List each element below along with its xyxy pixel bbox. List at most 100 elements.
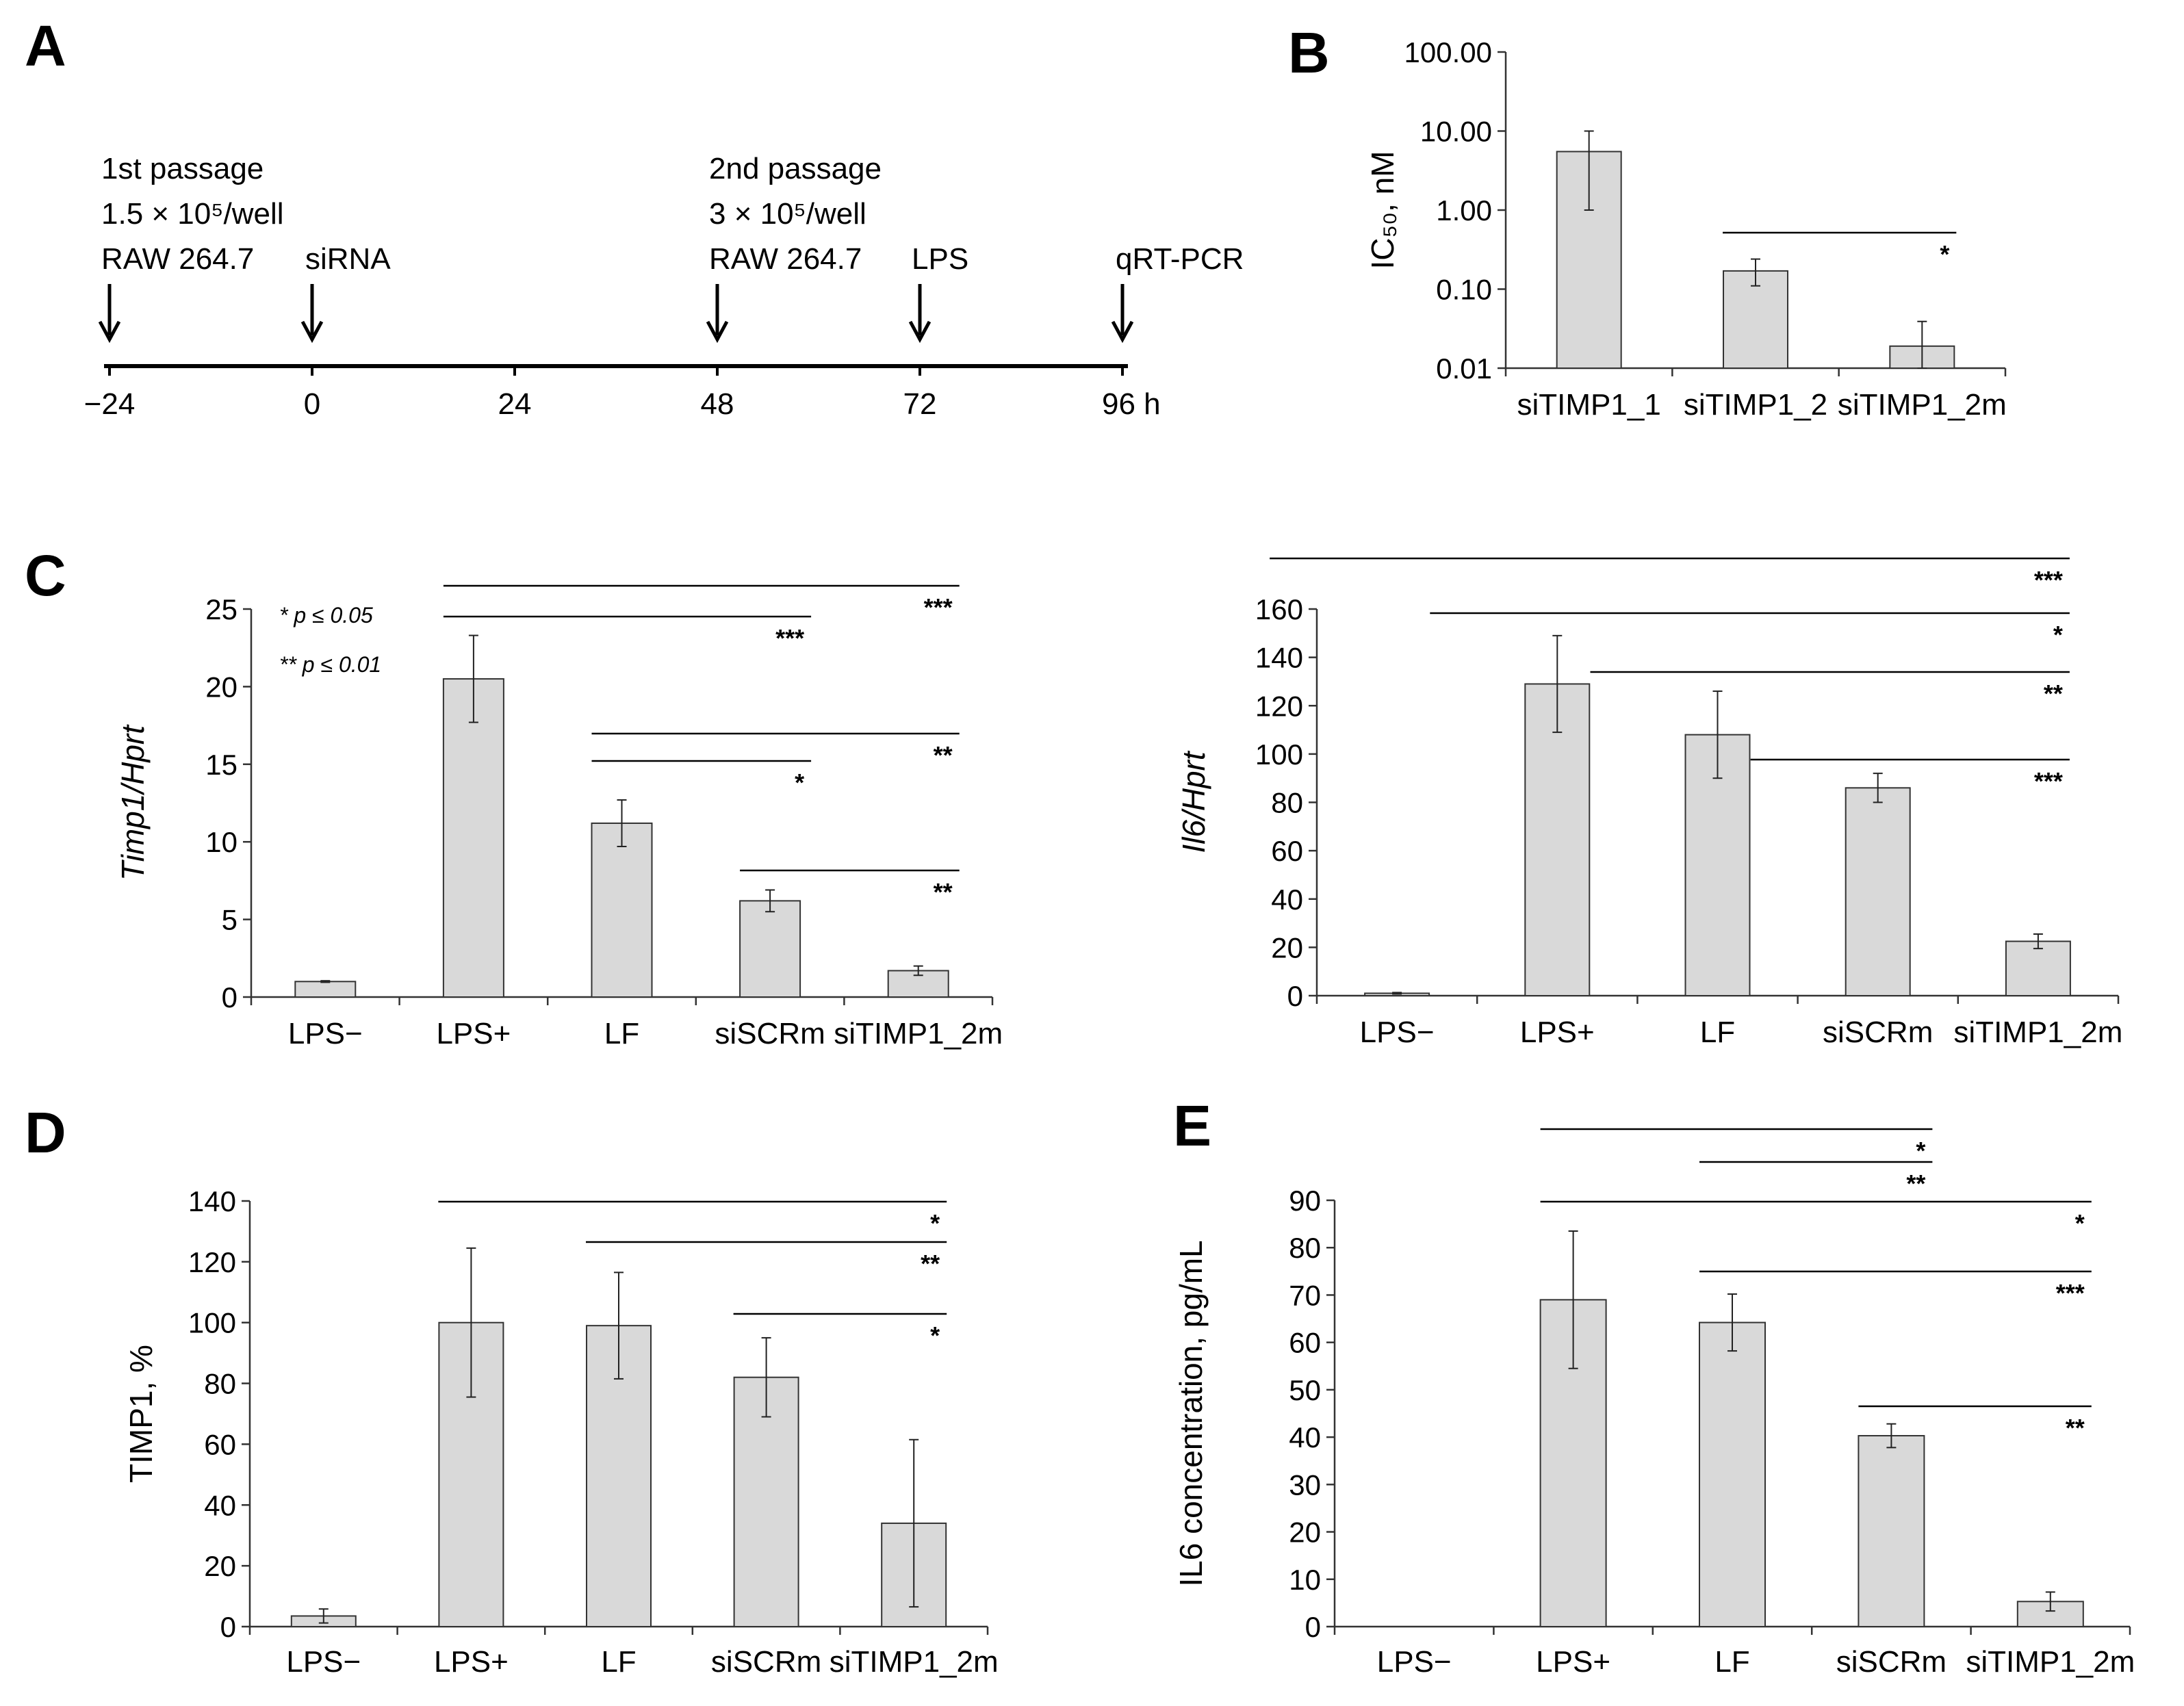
category-label: LPS− bbox=[1360, 1016, 1435, 1049]
category-label: siTIMP1_1 bbox=[1517, 388, 1661, 422]
timeline-tick-label: 72 bbox=[903, 387, 937, 421]
panel-label-c: C bbox=[25, 543, 66, 608]
y-tick-label: 60 bbox=[1271, 835, 1303, 867]
significance-stars: * bbox=[930, 1209, 940, 1237]
category-label: LPS+ bbox=[434, 1645, 509, 1679]
category-label: LPS− bbox=[288, 1017, 363, 1050]
bar bbox=[733, 1376, 799, 1627]
category-label: LPS+ bbox=[1520, 1016, 1595, 1049]
y-tick-label: 100 bbox=[188, 1307, 236, 1339]
y-tick-label: 80 bbox=[204, 1368, 236, 1400]
y-tick-label: 40 bbox=[1289, 1421, 1321, 1453]
significance-stars: *** bbox=[924, 593, 953, 621]
timeline-tick-label: −24 bbox=[84, 387, 136, 421]
chart-panel-c-left: 0 5 10 15 20 25 LPS− LPS+ LF siSCRm siTIMP1_2m Timp… bbox=[115, 584, 1003, 1050]
timeline-tick-label: 48 bbox=[701, 387, 734, 421]
category-label: siSCRm bbox=[711, 1645, 821, 1679]
y-tick-label: 80 bbox=[1289, 1232, 1321, 1264]
bar bbox=[739, 900, 801, 998]
category-label: siSCRm bbox=[715, 1017, 825, 1050]
y-tick-label: 30 bbox=[1289, 1469, 1321, 1501]
bar bbox=[1858, 1435, 1925, 1627]
category-label: LF bbox=[1714, 1645, 1749, 1679]
bar bbox=[1524, 683, 1591, 996]
y-axis-label: Timp1/Hprt bbox=[115, 724, 151, 881]
significance-stars: * bbox=[930, 1321, 940, 1349]
category-label: siTIMP1_2m bbox=[1966, 1645, 2135, 1679]
significance-stars: * bbox=[1940, 240, 1949, 268]
legend-p05: * p ≤ 0.05 bbox=[279, 603, 373, 628]
panel-label-e: E bbox=[1173, 1094, 1211, 1158]
timeline-event-label: 1st passage bbox=[101, 152, 264, 185]
timeline-event-label: RAW 264.7 bbox=[709, 242, 862, 276]
y-tick-label: 100 bbox=[1255, 738, 1303, 771]
y-tick-label: 70 bbox=[1289, 1279, 1321, 1311]
category-label: LPS− bbox=[1377, 1645, 1452, 1679]
category-label: LPS+ bbox=[436, 1017, 511, 1050]
category-label: LF bbox=[604, 1017, 639, 1050]
y-tick-label: 0.01 bbox=[1436, 352, 1492, 385]
timeline-arrowhead bbox=[706, 320, 729, 344]
category-label: siSCRm bbox=[1823, 1016, 1933, 1049]
y-axis-label: TIMP1, % bbox=[123, 1345, 159, 1483]
y-tick-label: 10.00 bbox=[1420, 116, 1492, 148]
y-tick-label: 40 bbox=[1271, 883, 1303, 916]
significance-stars: *** bbox=[775, 624, 804, 652]
timeline-arrowhead bbox=[908, 320, 932, 344]
chart-panel-c-right: 0 20 40 60 80 100 120 140 160 LPS− LPS+ LF siSCRm siT… bbox=[1176, 557, 2122, 1049]
bar bbox=[442, 678, 504, 998]
significance-stars: ** bbox=[2066, 1414, 2085, 1442]
timeline-panel: −24 0 24 48 72 96 h 1st passage 1.5 × 10⁵/well R… bbox=[84, 152, 1244, 421]
y-tick-label: 40 bbox=[204, 1489, 236, 1521]
timeline-arrowhead bbox=[300, 320, 324, 344]
category-label: siTIMP1_2 bbox=[1684, 388, 1827, 422]
significance-stars: * bbox=[795, 768, 804, 797]
y-axis-label: IL6 concentration, pg/mL bbox=[1173, 1240, 1209, 1586]
timeline-arrowhead bbox=[98, 320, 121, 344]
category-label: siTIMP1_2m bbox=[1838, 388, 2007, 422]
timeline-tick-label: 0 bbox=[304, 387, 320, 421]
y-tick-label: 5 bbox=[222, 904, 237, 936]
panel-label-a: A bbox=[25, 14, 66, 78]
category-label: LPS− bbox=[286, 1645, 361, 1679]
y-axis-label: IC₅₀, nM bbox=[1365, 151, 1400, 269]
timeline-event-label: 2nd passage bbox=[709, 152, 882, 185]
significance-stars: ** bbox=[2044, 680, 2063, 708]
category-label: siSCRm bbox=[1836, 1645, 1947, 1679]
y-tick-label: 140 bbox=[1255, 642, 1303, 674]
y-tick-label: 120 bbox=[1255, 690, 1303, 722]
significance-stars: ** bbox=[934, 878, 953, 906]
timeline-tick-label: 96 h bbox=[1102, 387, 1161, 421]
bar bbox=[1723, 270, 1788, 369]
bar bbox=[591, 822, 653, 998]
y-tick-label: 0 bbox=[1305, 1611, 1321, 1643]
y-tick-label: 0 bbox=[1287, 980, 1303, 1012]
category-label: siTIMP1_2m bbox=[834, 1017, 1003, 1050]
significance-stars: ** bbox=[921, 1250, 940, 1278]
significance-stars: *** bbox=[2056, 1279, 2085, 1307]
category-label: LF bbox=[601, 1645, 636, 1679]
y-tick-label: 120 bbox=[188, 1246, 236, 1278]
y-tick-label: 60 bbox=[204, 1428, 236, 1460]
y-tick-label: 0.10 bbox=[1436, 274, 1492, 306]
timeline-event-label: 3 × 10⁵/well bbox=[709, 197, 866, 231]
timeline-arrowhead bbox=[1111, 320, 1134, 344]
chart-panel-d: 0 20 40 60 80 100 120 140 LPS− LPS+ LF siSCRm siTIMP… bbox=[123, 1185, 999, 1679]
significance-stars: *** bbox=[2034, 767, 2063, 795]
significance-stars: * bbox=[2053, 621, 2063, 649]
y-tick-label: 20 bbox=[204, 1550, 236, 1582]
significance-stars: * bbox=[2075, 1209, 2085, 1237]
bar bbox=[294, 981, 357, 998]
y-tick-label: 0 bbox=[220, 1611, 236, 1643]
y-tick-label: 20 bbox=[205, 671, 237, 703]
panel-label-d: D bbox=[25, 1100, 66, 1165]
y-tick-label: 140 bbox=[188, 1185, 236, 1217]
y-tick-label: 90 bbox=[1289, 1185, 1321, 1217]
y-tick-label: 15 bbox=[205, 749, 237, 781]
bar bbox=[1845, 787, 1911, 996]
significance-stars: ** bbox=[1906, 1169, 1925, 1198]
category-label: siTIMP1_2m bbox=[830, 1645, 999, 1679]
bar bbox=[586, 1325, 652, 1627]
y-tick-label: 160 bbox=[1255, 593, 1303, 625]
y-axis-label: Il6/Hprt bbox=[1176, 750, 1211, 853]
